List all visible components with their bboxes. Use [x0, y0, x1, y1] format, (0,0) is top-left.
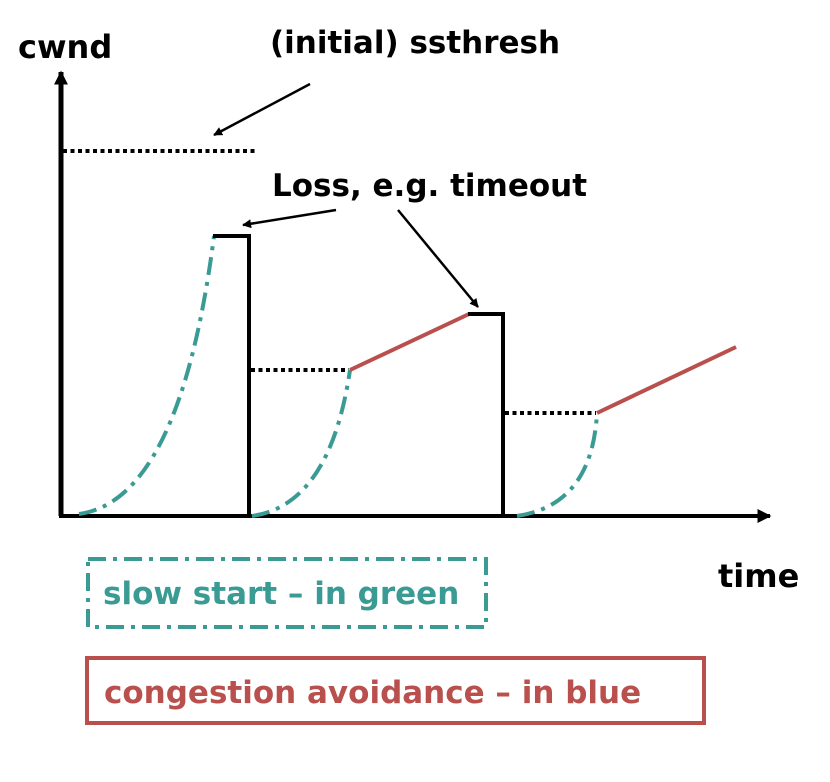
y-axis-label: cwnd [18, 28, 112, 66]
congestion-avoidance-line-3 [596, 345, 737, 415]
legend-congestion-avoidance: congestion avoidance – in blue [85, 656, 706, 725]
legend-slow-start-box [86, 557, 488, 629]
legend-congestion-avoidance-label: congestion avoidance – in blue [104, 675, 641, 711]
legend-congestion-avoidance-box [85, 656, 706, 725]
loss-drop-2 [468, 312, 505, 516]
slow-start-curve-3 [516, 412, 599, 518]
congestion-avoidance-line-2 [349, 312, 470, 372]
loss-pointer-arrow-1 [242, 208, 337, 229]
legend-slow-start-label: slow start – in green [103, 576, 459, 612]
loss-pointer-arrow-2 [397, 209, 479, 308]
loss-label: Loss, e.g. timeout [272, 168, 587, 204]
slow-start-curve-2 [251, 369, 352, 518]
initial-ssthresh-label: (initial) ssthresh [270, 25, 560, 61]
x-axis-label: time [718, 557, 799, 595]
legend-slow-start: slow start – in green [86, 557, 488, 629]
ssthresh-pointer-arrow [213, 82, 311, 137]
loss-drop-1 [213, 234, 251, 516]
slow-start-curve-1 [78, 235, 216, 516]
